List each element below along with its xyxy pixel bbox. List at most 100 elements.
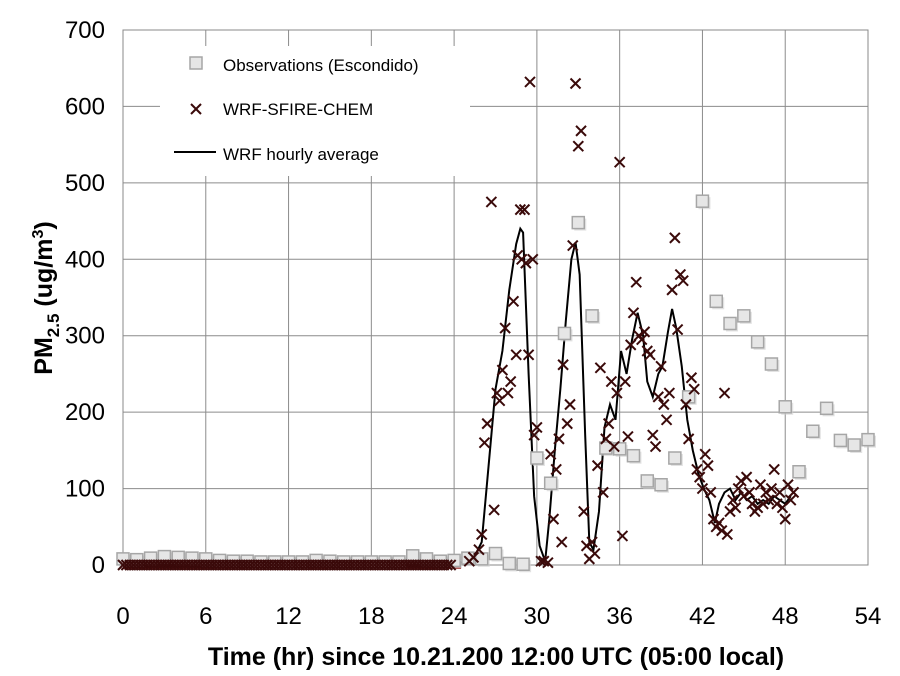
wrf-point <box>510 349 522 361</box>
wrf-point <box>724 505 736 518</box>
wrf-point <box>522 349 535 361</box>
wrf-point <box>613 156 626 168</box>
wrf-point <box>735 475 747 487</box>
wrf-point <box>544 448 557 460</box>
wrf-point <box>564 398 576 411</box>
observation-point <box>723 316 737 331</box>
legend-average-label: WRF hourly average <box>223 145 379 164</box>
wrf-point <box>622 430 634 443</box>
wrf-point <box>557 359 569 371</box>
wrf-point <box>754 479 767 491</box>
wrf-point <box>485 196 498 208</box>
observation-point <box>695 194 710 208</box>
y-axis-title-superscript: 3 <box>30 230 47 239</box>
wrf-point <box>478 437 491 449</box>
wrf-point <box>605 375 618 388</box>
legend: Observations (Escondido) WRF-SFIRE-CHEM WR… <box>174 56 419 164</box>
observation-point <box>585 309 599 323</box>
observation-point <box>654 478 668 492</box>
observation-point <box>640 474 655 488</box>
observation-point <box>626 448 641 463</box>
wrf-point <box>441 559 453 571</box>
x-tick-label: 12 <box>275 603 302 630</box>
observation-point <box>778 400 792 414</box>
wrf-point <box>608 440 620 453</box>
wrf-point <box>693 471 706 483</box>
wrf-point <box>572 140 584 152</box>
wrf-point <box>779 513 791 525</box>
wrf-point <box>782 479 794 491</box>
wrf-point <box>491 387 503 399</box>
x-axis-title: Time (hr) since 10.21.200 12:00 UTC (05:… <box>208 643 784 671</box>
wrf-point <box>630 276 642 288</box>
wrf-point <box>762 494 775 506</box>
wrf-point <box>507 295 520 308</box>
x-tick-label: 48 <box>772 603 799 630</box>
wrf-point <box>716 524 728 537</box>
wrf-point <box>680 398 692 411</box>
wrf-point <box>740 471 753 483</box>
wrf-point <box>499 322 511 334</box>
observation-point <box>792 465 806 479</box>
legend-background <box>160 46 470 176</box>
y-tick-label: 0 <box>92 552 105 579</box>
wrf-point <box>771 498 783 510</box>
wrf-point <box>561 417 573 430</box>
wrf-point <box>527 253 539 265</box>
x-tick-label: 18 <box>358 603 385 630</box>
x-tick-labels: 0 6 12 18 24 30 36 42 48 54 <box>116 603 881 630</box>
wrf-point <box>713 517 725 529</box>
y-tick-labels: 0 100 200 300 400 500 600 700 <box>65 17 105 579</box>
wrf-point <box>729 501 742 514</box>
wrf-point <box>787 486 800 499</box>
x-tick-label: 36 <box>606 603 633 630</box>
legend-wrf-label: WRF-SFIRE-CHEM <box>223 100 373 119</box>
wrf-point <box>627 307 640 319</box>
wrf-point <box>611 387 623 399</box>
wrf-point <box>591 459 604 472</box>
observation-point <box>488 546 503 561</box>
wrf-point <box>688 383 700 395</box>
wrf-point <box>569 77 582 90</box>
y-axis-title-subscript: 2.5 <box>44 314 63 338</box>
wrf-point <box>616 530 629 542</box>
plot-area-frame <box>122 29 869 566</box>
wrf-point <box>504 375 517 388</box>
wrf-point <box>481 417 493 430</box>
legend-observation-swatch <box>189 56 203 70</box>
wrf-point <box>619 375 631 388</box>
wrf-point <box>524 76 536 88</box>
wrf-point <box>682 433 695 445</box>
wrf-point <box>531 421 543 434</box>
observation-point <box>571 215 586 230</box>
observation-point <box>847 438 861 452</box>
wrf-point <box>624 339 637 351</box>
wrf-point <box>732 482 745 495</box>
y-tick-label: 400 <box>65 246 105 273</box>
observation-point <box>861 432 875 447</box>
observation-point <box>668 451 682 465</box>
wrf-point <box>674 268 687 281</box>
y-axis-title-units-close: ) <box>30 221 58 229</box>
wrf-point <box>575 125 587 137</box>
wrf-point <box>663 387 676 399</box>
wrf-point <box>444 559 457 571</box>
legend-box <box>160 46 470 176</box>
wrf-point <box>589 547 601 560</box>
y-tick-label: 200 <box>65 399 105 426</box>
observation-point <box>764 357 779 371</box>
wrf-point <box>765 482 778 495</box>
wrf-point <box>638 326 651 338</box>
y-tick-label: 300 <box>65 323 105 350</box>
wrf-point <box>652 391 665 403</box>
wrf-point <box>602 417 615 430</box>
observation-point <box>612 442 627 456</box>
wrf-point <box>705 486 717 499</box>
observation-point <box>502 556 517 571</box>
wrf-point <box>785 494 797 506</box>
wrf-point <box>473 544 485 556</box>
wrf-point <box>488 504 500 516</box>
wrf-point <box>658 398 670 411</box>
observation-point <box>819 401 834 416</box>
